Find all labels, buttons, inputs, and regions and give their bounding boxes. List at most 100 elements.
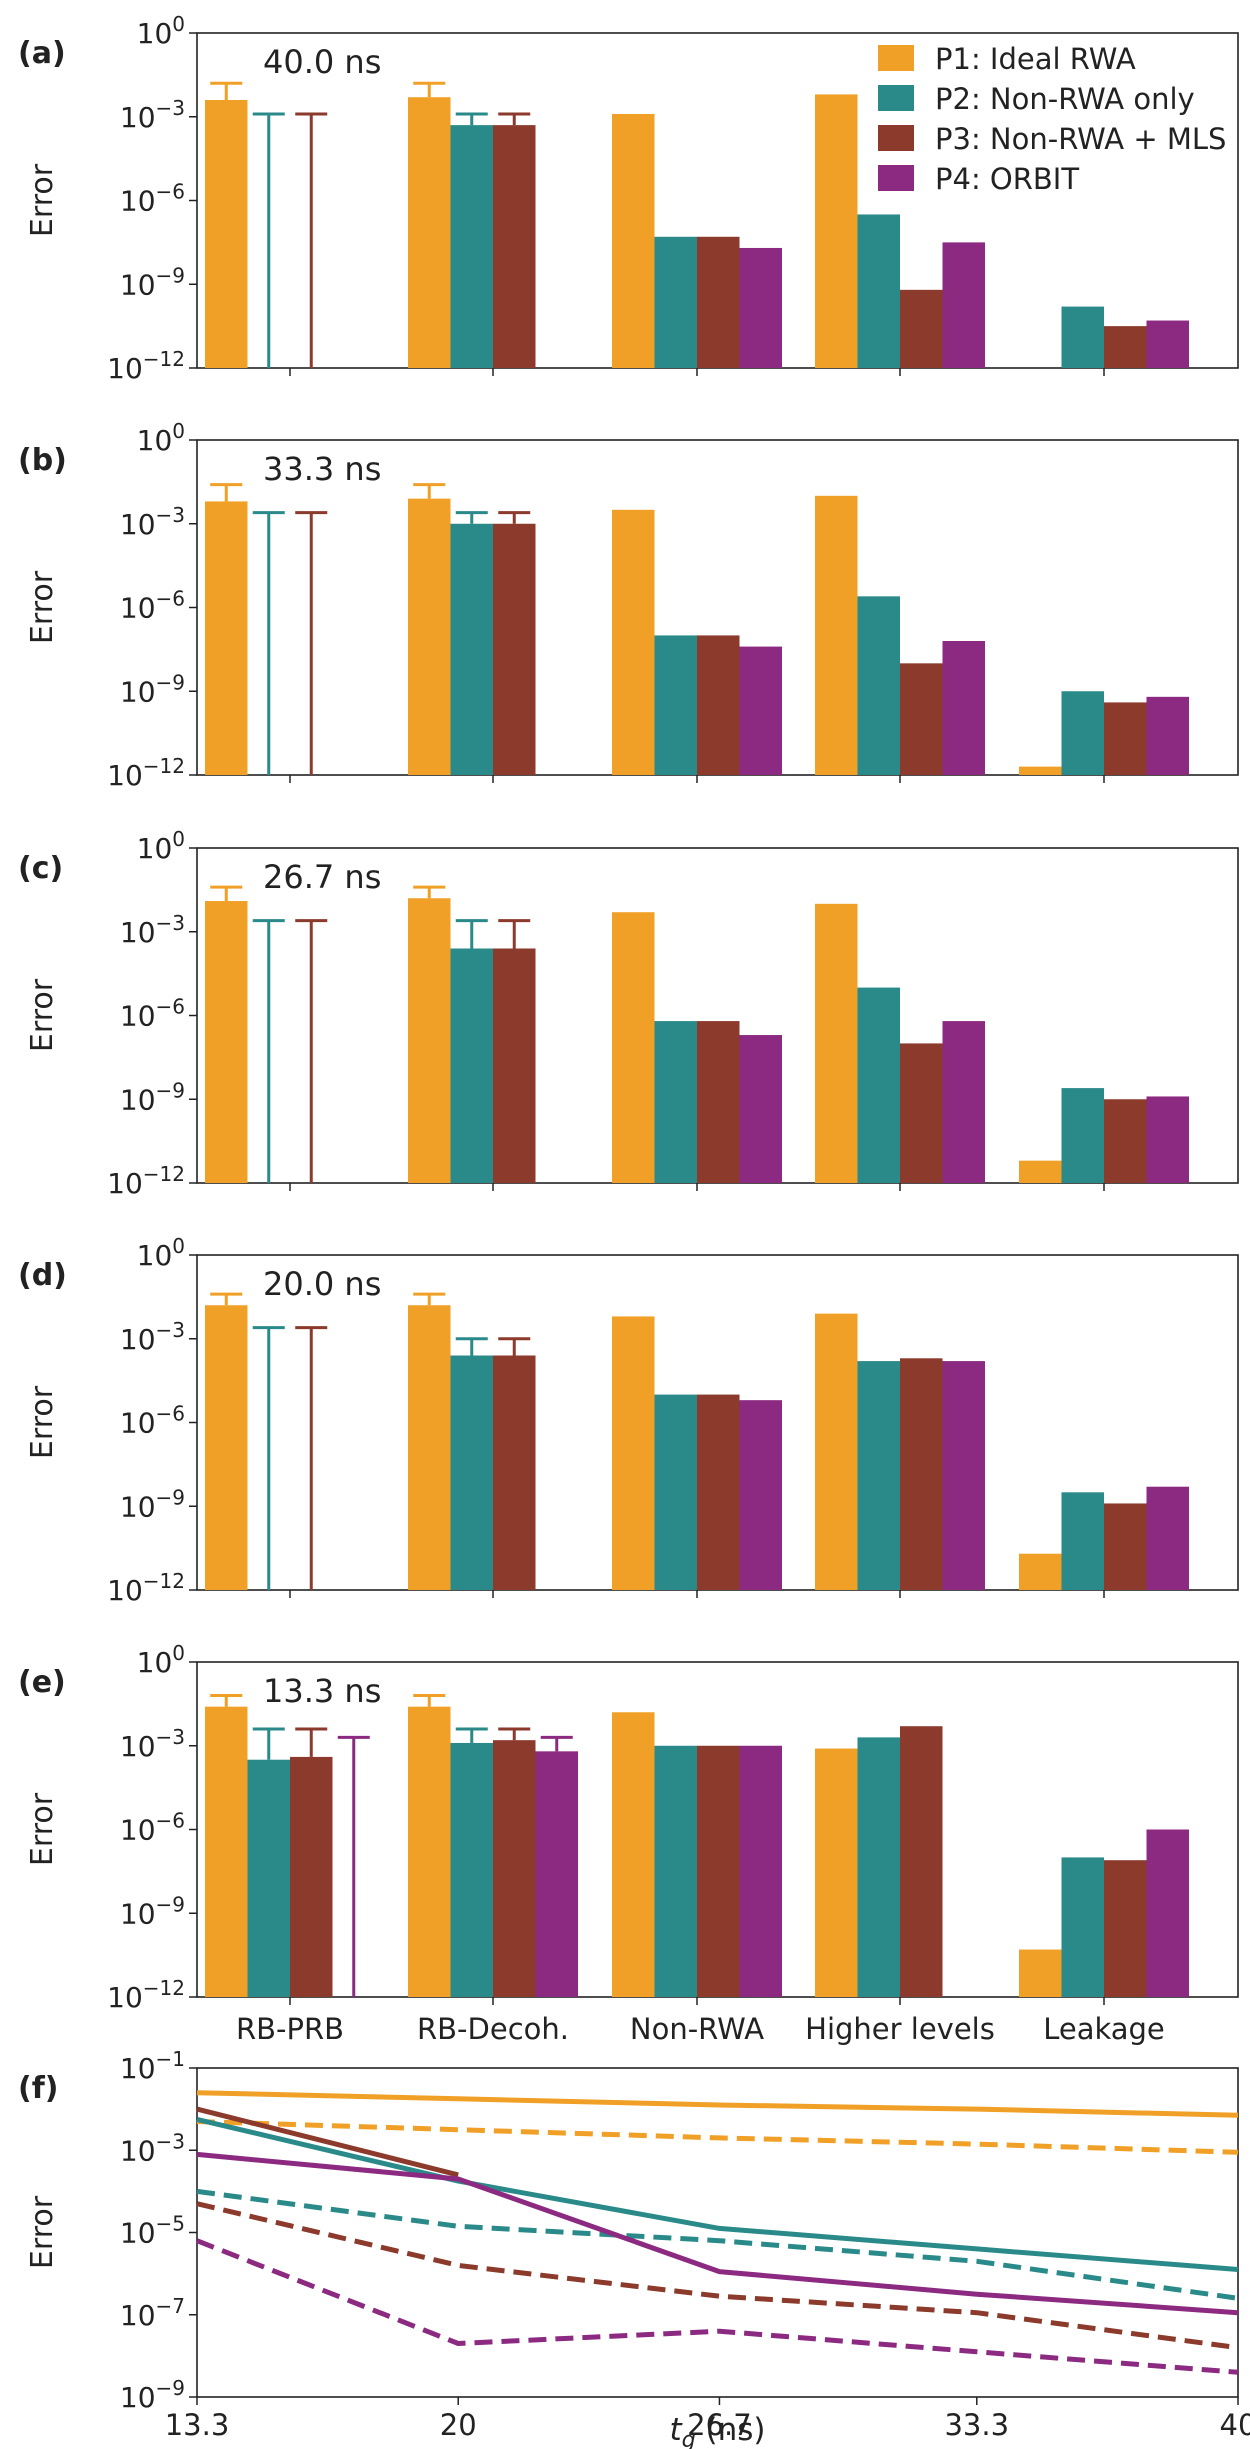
bar-p1-rb-prb [205,1706,248,1997]
panel-label: (e) [18,1665,66,1700]
legend-entry-2: P2: Non-RWA only [935,82,1195,116]
series-line-p3-solid [196,2106,459,2178]
y-tick-label: 10−9 [120,1892,185,1930]
bar-p2-rb-decoh- [450,1742,493,1997]
bar-p4-leakage [1146,1096,1189,1183]
x-tick-label: 40 [1220,2408,1250,2442]
series-line-p2-solid [196,2116,1239,2272]
x-tick-label: 33.3 [944,2408,1009,2442]
bar-panel-d: 10−12 10−9 10−6 10−3 100 Error (d) 20.0 ns [18,1234,1239,1607]
y-tick-label: 100 [137,419,185,457]
axes-frame [196,2067,1239,2398]
x-tick-label: Leakage [1043,2012,1165,2046]
y-tick-label: 10−3 [120,503,185,541]
x-axis-label: tg (ns) [670,2412,766,2449]
bar-p1-leakage [1019,1949,1062,1997]
y-tick-label: 10−3 [120,911,185,949]
bar-p4-leakage [1146,1829,1189,1997]
bar-p3-higher-levels [900,1726,943,1997]
bar-p1-rb-prb [205,501,248,775]
bar-p2-non-rwa [654,1021,697,1183]
bar-p1-leakage [1019,1553,1062,1590]
bar-p1-rb-decoh- [408,1706,451,1997]
series-line-p4-solid [196,2151,1239,2316]
gate-time-annotation: 20.0 ns [263,1265,381,1303]
line-panel-f: 10−9 10−7 10−5 10−3 10−1 13.3 20 26.7 33.3 40 tg (… [18,2047,1250,2449]
panel-label: (f) [18,2071,58,2106]
legend-entry-3: P3: Non-RWA + MLS [935,122,1226,156]
bar-p1-leakage [1019,766,1062,775]
bar-p3-leakage [1104,1099,1147,1183]
y-tick-label: 10−12 [107,347,185,385]
y-tick-label: 10−9 [120,670,185,708]
gate-time-annotation: 33.3 ns [263,450,381,488]
bar-p1-non-rwa [612,113,655,368]
y-tick-label: 10−9 [120,2376,185,2414]
y-tick-label: 10−6 [120,1402,185,1440]
bar-p1-rb-prb [205,100,248,368]
bar-p2-leakage [1061,691,1104,775]
legend-swatch-1 [878,45,914,71]
gate-time-annotation: 13.3 ns [263,1672,381,1710]
bar-p1-non-rwa [612,912,655,1183]
series-line-p1-dashed [196,2119,1239,2155]
gate-time-annotation: 26.7 ns [263,858,381,896]
bar-p3-higher-levels [900,289,943,368]
y-axis-label: Error [25,570,60,644]
y-axis-label: Error [25,163,60,237]
x-tick-label: 26.7 [687,2408,752,2442]
bar-p4-higher-levels [942,1021,985,1183]
x-tick-label: 13.3 [165,2408,230,2442]
series-line-p2-dashed [196,2188,1239,2301]
series-line-p3-dashed [196,2201,1239,2351]
bar-p3-rb-decoh- [493,1355,536,1590]
x-tick-label: RB-Decoh. [417,2012,569,2046]
y-tick-label: 10−9 [120,1485,185,1523]
bar-p4-non-rwa [739,1400,782,1590]
gate-time-annotation: 40.0 ns [263,43,381,81]
y-tick-label: 100 [137,12,185,50]
bar-p1-non-rwa [612,509,655,775]
y-tick-label: 100 [137,1641,185,1679]
y-axis-label: Error [25,978,60,1052]
y-tick-label: 10−12 [107,754,185,792]
legend-entry-4: P4: ORBIT [935,162,1079,196]
bar-p2-higher-levels [857,596,900,775]
bar-p3-leakage [1104,326,1147,368]
bar-p1-higher-levels [815,1748,858,1997]
legend: P1: Ideal RWA P2: Non-RWA only P3: Non-RWA… [878,42,1226,196]
bar-p1-leakage [1019,1160,1062,1183]
bar-p4-leakage [1146,320,1189,368]
bar-p2-higher-levels [857,1361,900,1590]
y-tick-label: 10−9 [120,263,185,301]
bar-p3-leakage [1104,1860,1147,1997]
bar-p4-non-rwa [739,1035,782,1183]
bar-p2-rb-prb [247,1759,290,1997]
bar-p2-non-rwa [654,1394,697,1590]
legend-swatch-2 [878,85,914,111]
bar-p3-non-rwa [697,236,740,368]
bar-p2-higher-levels [857,214,900,368]
y-tick-label: 10−9 [120,1078,185,1116]
bar-panel-c: 10−12 10−9 10−6 10−3 100 Error (c) 26.7 ns [18,827,1239,1200]
series-line-p1-solid [196,2090,1239,2118]
bar-p1-higher-levels [815,495,858,775]
bar-p4-leakage [1146,696,1189,775]
y-tick-label: 10−3 [120,1318,185,1356]
bar-p4-non-rwa [739,247,782,368]
bar-p1-higher-levels [815,94,858,369]
y-axis-label: Error [25,1385,60,1459]
bar-p3-rb-decoh- [493,1740,536,1997]
bar-p2-rb-decoh- [450,1355,493,1590]
bar-p2-non-rwa [654,1745,697,1997]
bar-p1-rb-decoh- [408,898,451,1183]
bar-p2-leakage [1061,1857,1104,1997]
bar-p1-higher-levels [815,1313,858,1590]
bar-p2-non-rwa [654,236,697,368]
bar-p1-rb-decoh- [408,498,451,775]
bar-p1-rb-prb [205,1305,248,1590]
bar-p3-higher-levels [900,1043,943,1183]
bar-panel-b: 10−12 10−9 10−6 10−3 100 Error (b) 33.3 ns [18,419,1239,792]
bar-p3-leakage [1104,1503,1147,1590]
